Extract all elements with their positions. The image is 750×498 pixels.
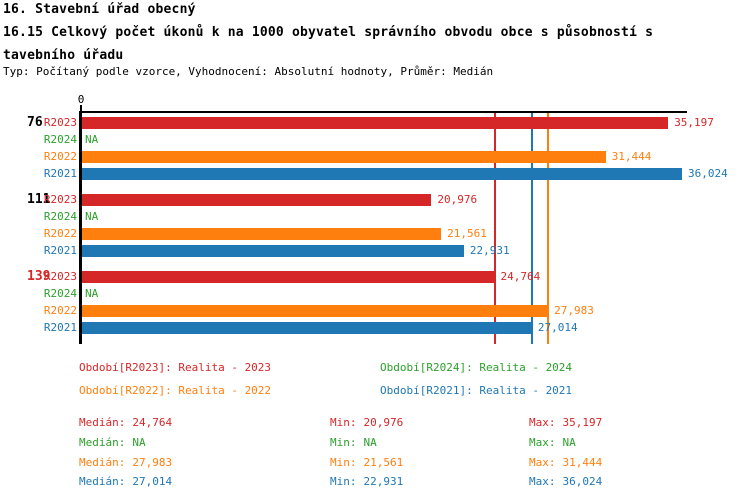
stat-value: 24,764 <box>132 416 173 429</box>
value-label-76-r2021: 36,024 <box>688 167 728 180</box>
value-label-139-r2022: 27,983 <box>554 304 594 317</box>
x-axis-line <box>80 111 687 113</box>
x-axis-zero-tick <box>80 105 82 112</box>
stat-value: NA <box>363 436 377 449</box>
chart-subtitle: Typ: Počítaný podle vzorce, Vyhodnocení:… <box>3 65 494 78</box>
legend-item-r2022: Období[R2022]: Realita - 2022 <box>79 384 272 397</box>
stat-max-r2022: Max: 31,444 <box>529 456 602 469</box>
stat-min-r2023: Min: 20,976 <box>330 416 403 429</box>
stat-label: Max: <box>529 436 556 449</box>
value-label-139-r2023: 24,764 <box>500 270 541 283</box>
value-label-76-r2022: 31,444 <box>611 150 652 163</box>
bar-111-r2021 <box>82 245 464 257</box>
stat-value: 35,197 <box>562 416 603 429</box>
series-label-139-r2024: R2024 <box>43 287 77 300</box>
stat-value: 20,976 <box>363 416 404 429</box>
stat-label: Max: <box>529 416 556 429</box>
series-label-111-r2021: R2021 <box>43 244 77 257</box>
stat-median-r2023: Medián: 24,764 <box>79 416 172 429</box>
stat-label: Min: <box>330 416 357 429</box>
stat-label: Max: <box>529 475 556 488</box>
series-label-139-r2022: R2022 <box>43 304 77 317</box>
stat-value: NA <box>562 436 576 449</box>
stat-label: Max: <box>529 456 556 469</box>
median-line-r2022 <box>547 113 550 344</box>
bar-76-r2022 <box>82 151 606 163</box>
legend-item-r2021: Období[R2021]: Realita - 2021 <box>380 384 573 397</box>
stat-value: 27,983 <box>132 456 173 469</box>
stat-max-r2021: Max: 36,024 <box>529 475 602 488</box>
bar-111-r2023 <box>82 194 432 206</box>
series-label-76-r2024: R2024 <box>43 133 77 146</box>
stat-label: Medián: <box>79 416 126 429</box>
x-axis-zero-tick-label: 0 <box>77 93 85 106</box>
stat-label: Min: <box>330 456 357 469</box>
stat-min-r2022: Min: 21,561 <box>330 456 403 469</box>
na-label-139-r2024: NA <box>85 287 99 300</box>
value-label-111-r2023: 20,976 <box>437 193 478 206</box>
stat-min-r2024: Min: NA <box>330 436 377 449</box>
series-label-76-r2021: R2021 <box>43 167 77 180</box>
page-title-line1: 16. Stavební úřad obecný <box>3 2 196 17</box>
bar-76-r2021 <box>82 168 682 180</box>
stat-median-r2024: Medián: NA <box>79 436 146 449</box>
stat-label: Medián: <box>79 456 126 469</box>
group-label-76: 76 <box>27 115 43 130</box>
group-label-139: 139 <box>27 269 51 284</box>
value-label-111-r2022: 21,561 <box>447 227 487 240</box>
value-label-139-r2021: 27,014 <box>537 321 578 334</box>
na-label-111-r2024: NA <box>85 210 99 223</box>
series-label-111-r2023: R2023 <box>43 193 77 206</box>
na-label-76-r2024: NA <box>85 133 99 146</box>
stat-value: 22,931 <box>363 475 404 488</box>
stat-min-r2021: Min: 22,931 <box>330 475 403 488</box>
stat-median-r2022: Medián: 27,983 <box>79 456 172 469</box>
bar-111-r2022 <box>82 228 442 240</box>
series-label-111-r2022: R2022 <box>43 227 77 240</box>
bar-139-r2021 <box>82 322 532 334</box>
bar-139-r2023 <box>82 271 495 283</box>
value-label-111-r2021: 22,931 <box>469 244 510 257</box>
y-axis-line <box>79 111 82 344</box>
median-line-r2021 <box>530 113 533 344</box>
stat-label: Medián: <box>79 475 126 488</box>
stat-median-r2021: Medián: 27,014 <box>79 475 172 488</box>
stat-max-r2023: Max: 35,197 <box>529 416 602 429</box>
legend-item-r2023: Období[R2023]: Realita - 2023 <box>79 361 272 374</box>
stat-label: Min: <box>330 475 357 488</box>
series-label-76-r2022: R2022 <box>43 150 77 163</box>
stat-max-r2024: Max: NA <box>529 436 576 449</box>
series-label-139-r2023: R2023 <box>43 270 77 283</box>
stat-value: 36,024 <box>562 475 603 488</box>
median-line-r2023 <box>493 113 496 344</box>
stat-value: 31,444 <box>562 456 603 469</box>
legend-item-r2024: Období[R2024]: Realita - 2024 <box>380 361 573 374</box>
stat-value: 27,014 <box>132 475 173 488</box>
value-label-76-r2023: 35,197 <box>674 116 714 129</box>
series-label-111-r2024: R2024 <box>43 210 77 223</box>
bar-76-r2023 <box>82 117 669 129</box>
stat-value: 21,561 <box>363 456 404 469</box>
bar-139-r2022 <box>82 305 549 317</box>
group-label-111: 111 <box>27 192 51 207</box>
stat-label: Medián: <box>79 436 126 449</box>
stat-value: NA <box>132 436 146 449</box>
series-label-139-r2021: R2021 <box>43 321 77 334</box>
stat-label: Min: <box>330 436 357 449</box>
page-title-line2: 16.15 Celkový počet úkonů k na 1000 obyv… <box>3 25 654 40</box>
page-title-line3: tavebního úřadu <box>3 48 124 63</box>
series-label-76-r2023: R2023 <box>43 116 77 129</box>
